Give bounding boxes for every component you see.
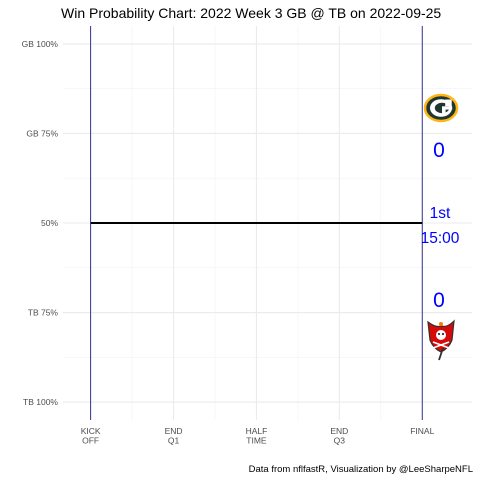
x-tick-label: END Q3 (330, 426, 348, 446)
y-tick-label: GB 100% (22, 39, 59, 49)
packers-logo (423, 93, 459, 123)
x-tick-label-line: END (330, 426, 348, 436)
x-tick-label-line: OFF (82, 436, 99, 446)
y-tick-label: TB 100% (23, 397, 58, 407)
x-tick-label-line: HALF (246, 426, 268, 436)
x-tick-label-line: Q3 (334, 436, 346, 446)
y-tick-label: GB 75% (26, 128, 58, 138)
y-tick-label: TB 75% (28, 308, 59, 318)
home-score: 0 (433, 289, 445, 312)
x-tick-label: HALF TIME (246, 426, 268, 446)
game-clock: 15:00 (421, 230, 460, 247)
x-tick-label: END Q1 (165, 426, 183, 446)
x-tick-label: KICK OFF (81, 426, 101, 446)
x-tick-label-line: TIME (246, 436, 267, 446)
x-tick-label-line: Q1 (168, 436, 180, 446)
x-tick-label-line: END (165, 426, 183, 436)
x-tick-label-line: KICK (81, 426, 101, 436)
chart-caption: Data from nflfastR, Visualization by @Le… (249, 464, 473, 475)
buccaneers-logo (427, 319, 455, 361)
x-tick-label: FINAL (410, 426, 434, 436)
game-quarter: 1st (430, 205, 451, 222)
away-score: 0 (433, 139, 445, 162)
y-tick-label: 50% (41, 218, 58, 228)
chart-title: Win Probability Chart: 2022 Week 3 GB @ … (61, 5, 441, 21)
x-tick-label-line: FINAL (410, 426, 434, 436)
y-axis-ticks: GB 100% GB 75% 50% TB 75% TB 100% (22, 39, 59, 407)
